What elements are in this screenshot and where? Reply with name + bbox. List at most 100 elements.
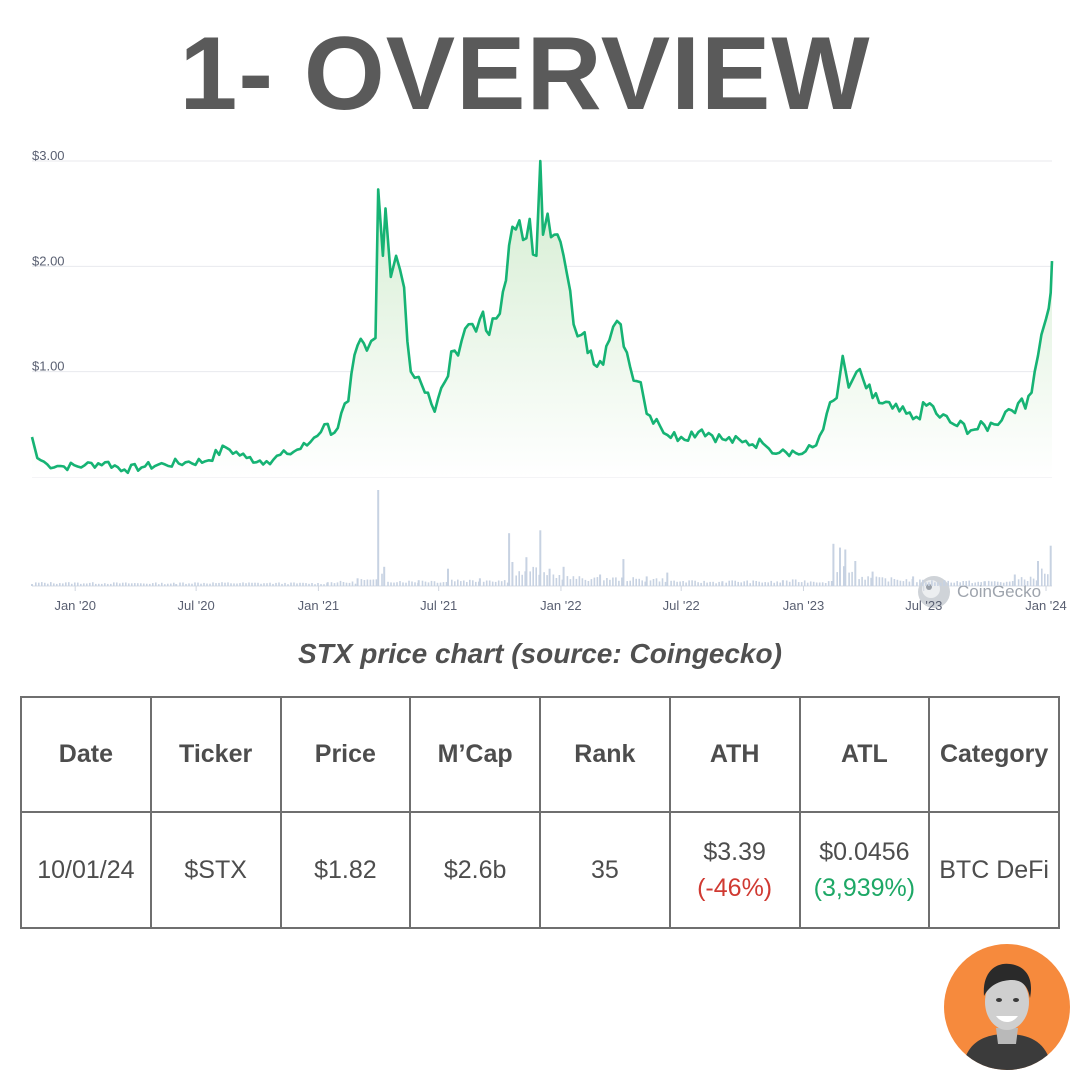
cell-price: $1.82: [279, 811, 412, 929]
volume-bar: [652, 579, 655, 586]
volume-bar: [372, 579, 375, 586]
volume-bar: [128, 583, 130, 586]
volume-bar: [101, 583, 103, 586]
volume-bar: [697, 582, 699, 586]
volume-bar: [485, 580, 488, 586]
volume-bar: [525, 557, 528, 586]
volume-bar: [749, 583, 751, 586]
header-mcap: M’Cap: [409, 696, 541, 813]
volume-bar: [209, 583, 211, 586]
volume-bar: [638, 578, 640, 586]
volume-bar: [472, 580, 474, 586]
volume-bar: [348, 582, 351, 586]
volume-bar: [447, 568, 449, 586]
volume-bar: [870, 577, 872, 586]
volume-bar: [781, 580, 784, 586]
volume-bar: [575, 578, 578, 586]
volume-bar: [242, 582, 244, 586]
volume-bar: [734, 580, 736, 586]
volume-bar: [871, 571, 874, 586]
volume-bar: [721, 581, 724, 586]
volume-bar: [254, 582, 256, 586]
volume-bar: [140, 583, 142, 586]
volume-bar: [430, 580, 433, 586]
volume-bar: [858, 579, 860, 586]
volume-bar: [342, 582, 345, 586]
volume-bar: [1017, 579, 1020, 586]
y-tick-label: $2.00: [32, 253, 65, 268]
volume-bar: [351, 581, 354, 586]
cell-atl: $0.0456 (3,939%): [798, 811, 931, 929]
x-tick-label: Jan '23: [783, 598, 825, 613]
volume-bar: [515, 575, 517, 586]
volume-bar: [940, 582, 942, 586]
volume-bar: [518, 571, 520, 586]
volume-bar: [552, 574, 555, 586]
volume-bar: [1044, 573, 1046, 586]
volume-bar: [95, 583, 97, 586]
volume-bar: [1011, 581, 1014, 586]
volume-bar: [414, 582, 416, 586]
volume-bar: [629, 580, 631, 586]
volume-bar: [215, 583, 217, 586]
volume-bar: [934, 582, 936, 586]
volume-bar: [354, 583, 357, 586]
volume-bar: [500, 581, 503, 586]
volume-bar: [999, 582, 1002, 586]
header-ath: ATH: [668, 696, 801, 813]
volume-bar: [606, 578, 608, 586]
volume-bar: [740, 582, 742, 586]
volume-bar: [439, 582, 442, 586]
volume-bar: [170, 583, 172, 586]
volume-bar: [74, 582, 76, 586]
volume-bar: [532, 566, 534, 586]
volume-bar: [815, 582, 818, 586]
volume-bar: [503, 580, 506, 586]
ath-change: (-46%): [697, 874, 773, 902]
table-row: 10/01/24 $STX $1.82 $2.6b 35 $3.39 (-46%…: [20, 811, 1060, 929]
volume-bar: [119, 583, 121, 586]
volume-bar: [658, 581, 661, 586]
volume-bar: [336, 582, 339, 586]
volume-bar: [884, 578, 887, 586]
volume-bar: [666, 572, 669, 586]
volume-bar: [715, 583, 717, 586]
volume-bar: [569, 579, 572, 586]
watermark-text: CoinGecko: [957, 582, 1041, 601]
volume-bar: [535, 567, 537, 586]
volume-bar: [908, 581, 911, 586]
volume-bar: [494, 581, 497, 586]
volume-bar: [411, 581, 413, 586]
volume-bar: [345, 582, 348, 586]
volume-bar: [149, 583, 151, 586]
volume-bar: [475, 581, 477, 586]
volume-bar: [758, 581, 760, 586]
volume-bar: [59, 583, 61, 586]
volume-bar: [482, 581, 485, 586]
volume-bar: [670, 580, 672, 586]
volume-bar: [728, 580, 730, 586]
volume-bar: [116, 582, 118, 586]
volume-bar: [785, 580, 788, 586]
volume-bar: [417, 580, 420, 586]
volume-bar: [641, 580, 643, 586]
volume-bar: [983, 581, 986, 586]
volume-bar: [731, 580, 733, 586]
volume-bar: [281, 583, 283, 586]
volume-bar: [402, 582, 404, 586]
volume-bar: [314, 584, 316, 586]
volume-bar: [275, 582, 277, 586]
volume-bar: [83, 583, 85, 586]
volume-bar: [122, 582, 124, 586]
volume-bar: [89, 582, 91, 586]
volume-bar: [943, 580, 946, 586]
volume-bar: [881, 577, 884, 586]
volume-bar: [263, 583, 265, 586]
volume-bar: [230, 583, 232, 586]
volume-bar: [387, 581, 389, 586]
volume-bar: [491, 581, 494, 586]
volume-bar: [1029, 576, 1032, 586]
volume-bar: [293, 582, 295, 586]
volume-bar: [65, 582, 67, 586]
volume-bar: [478, 578, 481, 586]
